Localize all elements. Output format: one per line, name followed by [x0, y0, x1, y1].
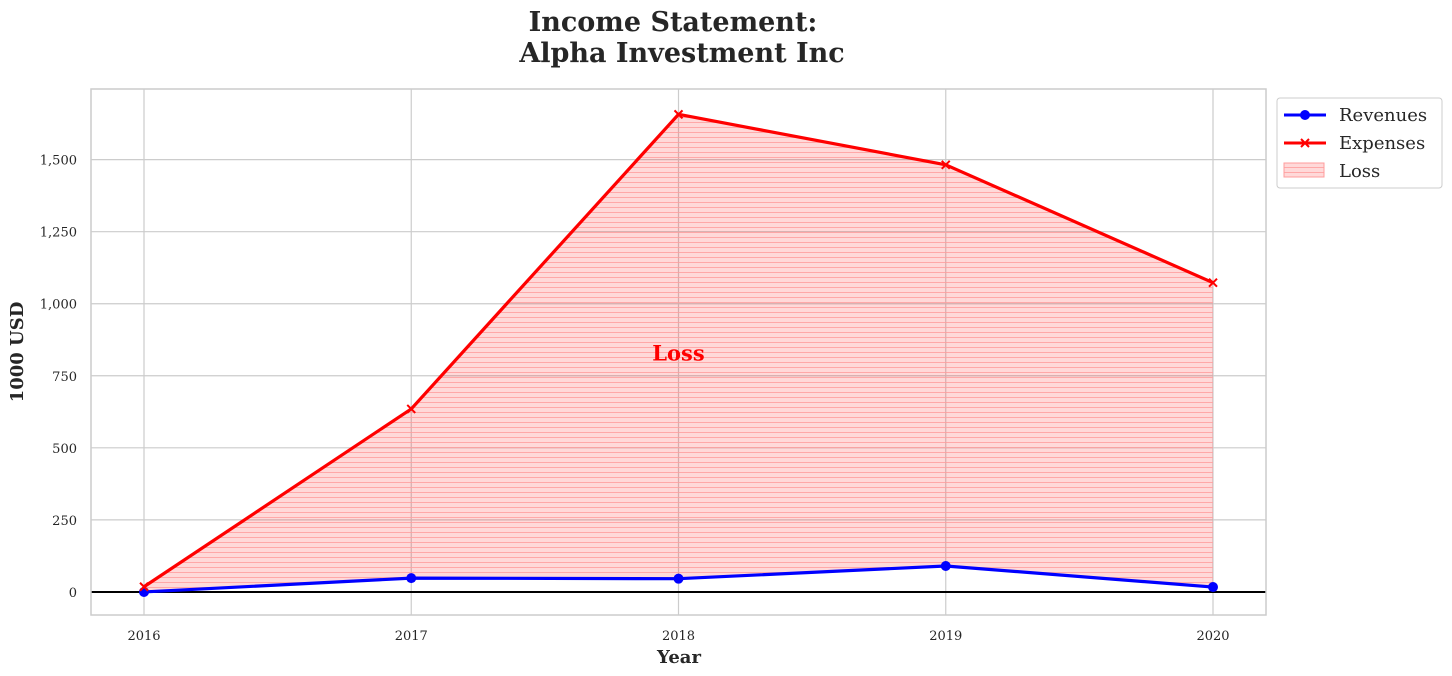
- legend-marker-expenses: [1300, 138, 1310, 148]
- loss-hatch: [144, 114, 1213, 592]
- x-tick-label: 2019: [929, 629, 962, 644]
- data-point-revenues: [406, 573, 417, 584]
- tick-labels: 0 250 500 750 1,000 1,250 1,500 2016 2017 2018 201…: [40, 154, 1230, 644]
- chart-title-line1: Income Statement:: [529, 7, 818, 38]
- plot-frame: [90, 88, 1267, 616]
- x-tick-label: 2016: [127, 629, 160, 644]
- y-tick-label: 750: [52, 370, 77, 385]
- legend-patch-loss-hatch: [1284, 163, 1324, 177]
- series-expenses: [139, 109, 1218, 592]
- legend: Revenues Expenses Loss: [1276, 97, 1443, 189]
- data-point-expenses: [139, 582, 149, 592]
- data-point-expenses: [406, 404, 416, 414]
- legend-label-loss: Loss: [1339, 161, 1380, 182]
- loss-area: [144, 114, 1213, 592]
- y-tick-label: 250: [52, 514, 77, 529]
- legend-marker-revenues: [1300, 110, 1310, 120]
- y-tick-label: 0: [69, 586, 77, 601]
- data-point-revenues: [1208, 582, 1218, 593]
- y-tick-label: 1,250: [40, 226, 77, 241]
- data-point-revenues: [673, 573, 684, 584]
- legend-label-revenues: Revenues: [1339, 105, 1427, 126]
- data-point-expenses: [673, 109, 684, 120]
- y-axis-label: 1000 USD: [7, 302, 28, 403]
- chart-title-line2: Alpha Investment Inc: [518, 38, 844, 69]
- y-tick-label: 500: [52, 442, 77, 457]
- x-tick-label: 2017: [395, 629, 428, 644]
- x-axis-label: Year: [656, 647, 701, 668]
- legend-entry-revenues: Revenues: [1284, 105, 1427, 126]
- x-tick-label: 2018: [662, 629, 695, 644]
- y-tick-label: 1,500: [40, 154, 77, 169]
- legend-label-expenses: Expenses: [1339, 133, 1425, 154]
- data-point-expenses: [1208, 277, 1218, 288]
- legend-entry-expenses: Expenses: [1284, 133, 1425, 154]
- loss-annotation: Loss: [652, 341, 704, 366]
- data-point-revenues: [139, 586, 149, 597]
- legend-entry-loss: Loss: [1283, 161, 1380, 182]
- series-lines: [139, 109, 1218, 597]
- data-point-revenues: [940, 561, 951, 572]
- x-tick-label: 2020: [1196, 629, 1229, 644]
- data-point-expenses: [941, 160, 951, 170]
- y-tick-label: 1,000: [40, 298, 77, 313]
